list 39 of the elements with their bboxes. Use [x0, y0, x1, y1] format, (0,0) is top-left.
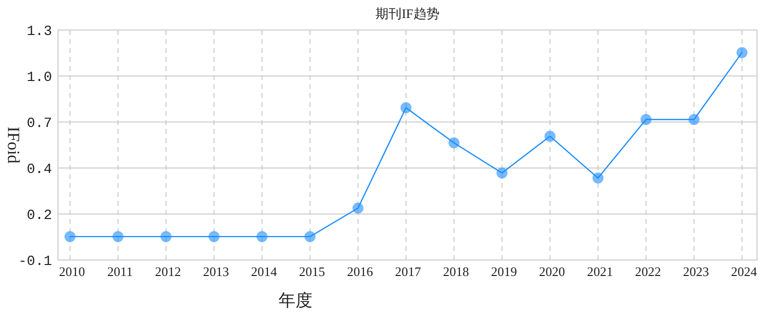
x-tick-label: 2019 — [491, 264, 517, 279]
x-tick-label: 2017 — [395, 264, 422, 279]
point — [736, 47, 748, 58]
y-tick-label: 0.7 — [26, 116, 52, 132]
y-tick-label: 1.0 — [26, 70, 52, 86]
x-tick-label: 2022 — [635, 264, 661, 279]
y-tick-label: 1.3 — [26, 24, 52, 40]
y-tick-label: 0.2 — [26, 208, 52, 224]
x-tick-label: 2013 — [203, 264, 229, 279]
point — [112, 231, 124, 242]
y-tick-label: 0.4 — [26, 162, 52, 178]
x-tick-label: 2021 — [587, 264, 613, 279]
point — [400, 102, 412, 114]
point — [160, 231, 172, 242]
point — [64, 231, 76, 242]
chart-title: 期刊IF趋势 — [376, 6, 440, 21]
point — [544, 130, 556, 142]
point — [592, 172, 604, 184]
x-tick-label: 2011 — [107, 264, 133, 279]
x-tick-label: 2018 — [443, 264, 469, 279]
x-axis-title: 年度 — [278, 291, 313, 310]
point — [352, 202, 364, 214]
point — [640, 114, 652, 125]
x-tick-label: 2023 — [683, 264, 709, 279]
y-axis-title: IFoid — [4, 126, 23, 164]
x-tick-label: 2015 — [299, 264, 325, 279]
x-tick-label: 2010 — [59, 264, 85, 279]
y-tick-label: -0.1 — [18, 254, 52, 270]
x-tick-label: 2024 — [731, 264, 758, 279]
point — [256, 231, 268, 242]
point — [448, 137, 460, 148]
x-tick-label: 2014 — [251, 264, 278, 279]
point — [688, 114, 700, 125]
x-tick-label: 2016 — [347, 264, 374, 279]
point — [496, 168, 508, 179]
point — [208, 231, 220, 242]
x-tick-label: 2020 — [539, 264, 565, 279]
point — [304, 231, 316, 242]
x-tick-label: 2012 — [155, 264, 181, 279]
